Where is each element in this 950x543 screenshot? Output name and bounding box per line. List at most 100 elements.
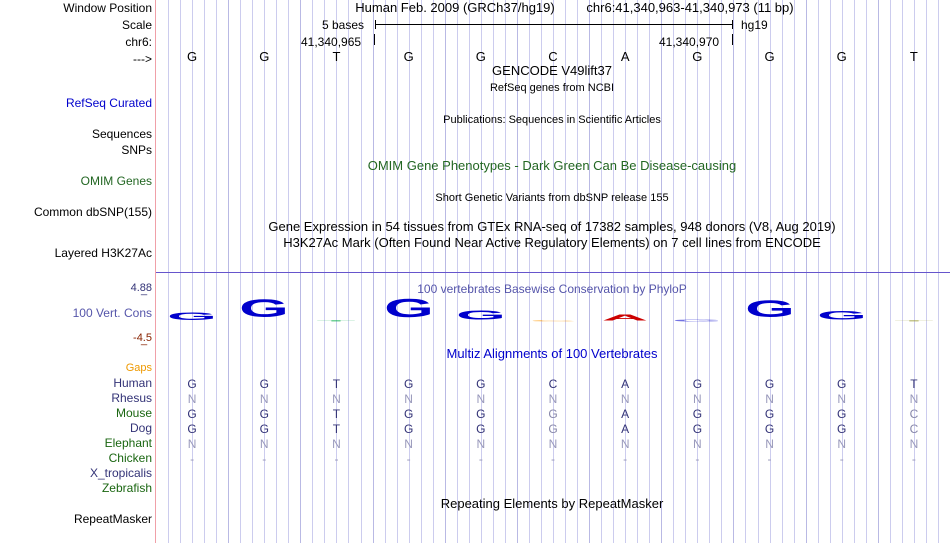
alignment-char: G bbox=[187, 407, 197, 421]
label-vert-cons[interactable]: 100 Vert. Cons bbox=[72, 306, 152, 320]
conservation-logo-letter: G bbox=[383, 294, 434, 323]
conservation-track-top-rule bbox=[156, 272, 950, 273]
alignment-char: G bbox=[259, 377, 269, 391]
alignment-char: G bbox=[403, 407, 414, 421]
label-chrom[interactable]: chr6: bbox=[125, 35, 152, 49]
alignment-char: - bbox=[262, 452, 267, 466]
alignment-char: N bbox=[548, 392, 558, 406]
track-title-gencode[interactable]: GENCODE V49lift37 bbox=[492, 63, 612, 78]
gridline bbox=[830, 0, 831, 543]
track-title-omim[interactable]: OMIM Gene Phenotypes - Dark Green Can Be… bbox=[367, 158, 737, 173]
label-omim-genes[interactable]: OMIM Genes bbox=[80, 174, 152, 188]
alignment-char: C bbox=[909, 407, 919, 421]
label-gaps[interactable]: Gaps bbox=[125, 362, 152, 374]
gridline bbox=[758, 0, 759, 543]
gridline bbox=[637, 0, 638, 543]
label-scale[interactable]: Scale bbox=[121, 18, 152, 32]
alignment-row: ----------- bbox=[156, 453, 950, 468]
alignment-char: - bbox=[334, 452, 339, 466]
label-snps[interactable]: SNPs bbox=[121, 143, 152, 157]
gridline bbox=[192, 0, 193, 543]
label-sequences[interactable]: Sequences bbox=[91, 127, 152, 141]
label-window-position[interactable]: Window Position bbox=[63, 1, 152, 15]
alignment-char: G bbox=[259, 422, 269, 436]
gridline bbox=[505, 0, 506, 543]
cons-max-tick: _ bbox=[141, 284, 148, 296]
label-strand-arrow[interactable]: ---> bbox=[133, 52, 152, 66]
alignment-char: G bbox=[403, 422, 414, 436]
gridline bbox=[336, 0, 337, 543]
gridline bbox=[818, 0, 819, 543]
track-title-publications[interactable]: Publications: Sequences in Scientific Ar… bbox=[443, 114, 661, 126]
gridline bbox=[457, 0, 458, 543]
gridline bbox=[529, 0, 530, 543]
gridline bbox=[252, 0, 253, 543]
species-label-chicken[interactable]: Chicken bbox=[108, 451, 152, 465]
species-label-rhesus[interactable]: Rhesus bbox=[111, 391, 152, 405]
track-title-repeatmasker[interactable]: Repeating Elements by RepeatMasker bbox=[440, 496, 664, 511]
alignment-char: T bbox=[332, 377, 341, 391]
track-title-dbsnp[interactable]: Short Genetic Variants from dbSNP releas… bbox=[435, 192, 669, 204]
alignment-char: G bbox=[764, 422, 775, 436]
alignment-char: G bbox=[187, 377, 197, 391]
alignment-char: N bbox=[909, 392, 919, 406]
conservation-logo-letter: G bbox=[239, 295, 290, 323]
alignment-char: T bbox=[910, 377, 918, 391]
gridline bbox=[481, 0, 482, 543]
alignment-char: A bbox=[621, 377, 630, 391]
gridline bbox=[733, 0, 734, 543]
species-label-elephant[interactable]: Elephant bbox=[104, 436, 152, 450]
gridline bbox=[373, 0, 374, 543]
alignment-char: N bbox=[404, 437, 413, 451]
track-title-gtex[interactable]: Gene Expression in 54 tissues from GTEx … bbox=[268, 219, 836, 234]
alignment-char: N bbox=[476, 437, 486, 451]
alignment-char: A bbox=[621, 407, 630, 421]
track-title-h3k27ac[interactable]: H3K27Ac Mark (Often Found Near Active Re… bbox=[283, 235, 821, 250]
label-refseq-curated[interactable]: RefSeq Curated bbox=[65, 96, 152, 110]
label-repeatmasker[interactable]: RepeatMasker bbox=[73, 512, 152, 526]
species-label-zebrafish[interactable]: Zebrafish bbox=[101, 481, 152, 495]
base-letter: C bbox=[548, 49, 558, 64]
alignment-char: N bbox=[476, 392, 486, 406]
gridline bbox=[240, 0, 241, 543]
gridline bbox=[204, 0, 205, 543]
alignment-char: C bbox=[909, 422, 919, 436]
alignment-char: G bbox=[548, 422, 558, 436]
species-label-dog[interactable]: Dog bbox=[129, 421, 152, 435]
coord-tick-left bbox=[374, 34, 375, 45]
track-title-refseq-ncbi[interactable]: RefSeq genes from NCBI bbox=[489, 82, 615, 94]
alignment-char: A bbox=[621, 422, 630, 436]
gridline bbox=[517, 0, 518, 543]
species-label-mouse[interactable]: Mouse bbox=[115, 406, 152, 420]
label-common-dbsnp[interactable]: Common dbSNP(155) bbox=[33, 205, 152, 219]
alignment-char: N bbox=[187, 437, 197, 451]
base-letter: G bbox=[836, 49, 847, 64]
species-label-human[interactable]: Human bbox=[113, 376, 152, 390]
gridline bbox=[902, 0, 903, 543]
gridline bbox=[385, 0, 386, 543]
alignment-char: - bbox=[406, 452, 411, 466]
alignment-char: T bbox=[332, 422, 341, 436]
alignment-char: C bbox=[548, 377, 558, 391]
alignment-char: N bbox=[259, 392, 269, 406]
scale-label: 5 bases bbox=[322, 18, 365, 32]
track-title-multiz[interactable]: Multiz Alignments of 100 Vertebrates bbox=[446, 346, 658, 361]
track-label-column: Window Position Scale chr6: ---> RefSeq … bbox=[0, 0, 152, 543]
cons-min-value: -4.5 bbox=[133, 332, 152, 344]
label-layered-h3k27ac[interactable]: Layered H3K27Ac bbox=[54, 246, 152, 260]
alignment-char: G bbox=[476, 422, 486, 436]
alignment-char: N bbox=[187, 392, 197, 406]
species-label-x_tropicalis[interactable]: X_tropicalis bbox=[89, 466, 152, 480]
gridline bbox=[697, 0, 698, 543]
conservation-logo-letter: G bbox=[455, 308, 506, 323]
gridline bbox=[842, 0, 843, 543]
alignment-char: G bbox=[259, 407, 269, 421]
track-title-phylop[interactable]: 100 vertebrates Basewise Conservation by… bbox=[417, 282, 687, 296]
gridline bbox=[577, 0, 578, 543]
assembly-header: Human Feb. 2009 (GRCh37/hg19) bbox=[355, 0, 555, 15]
